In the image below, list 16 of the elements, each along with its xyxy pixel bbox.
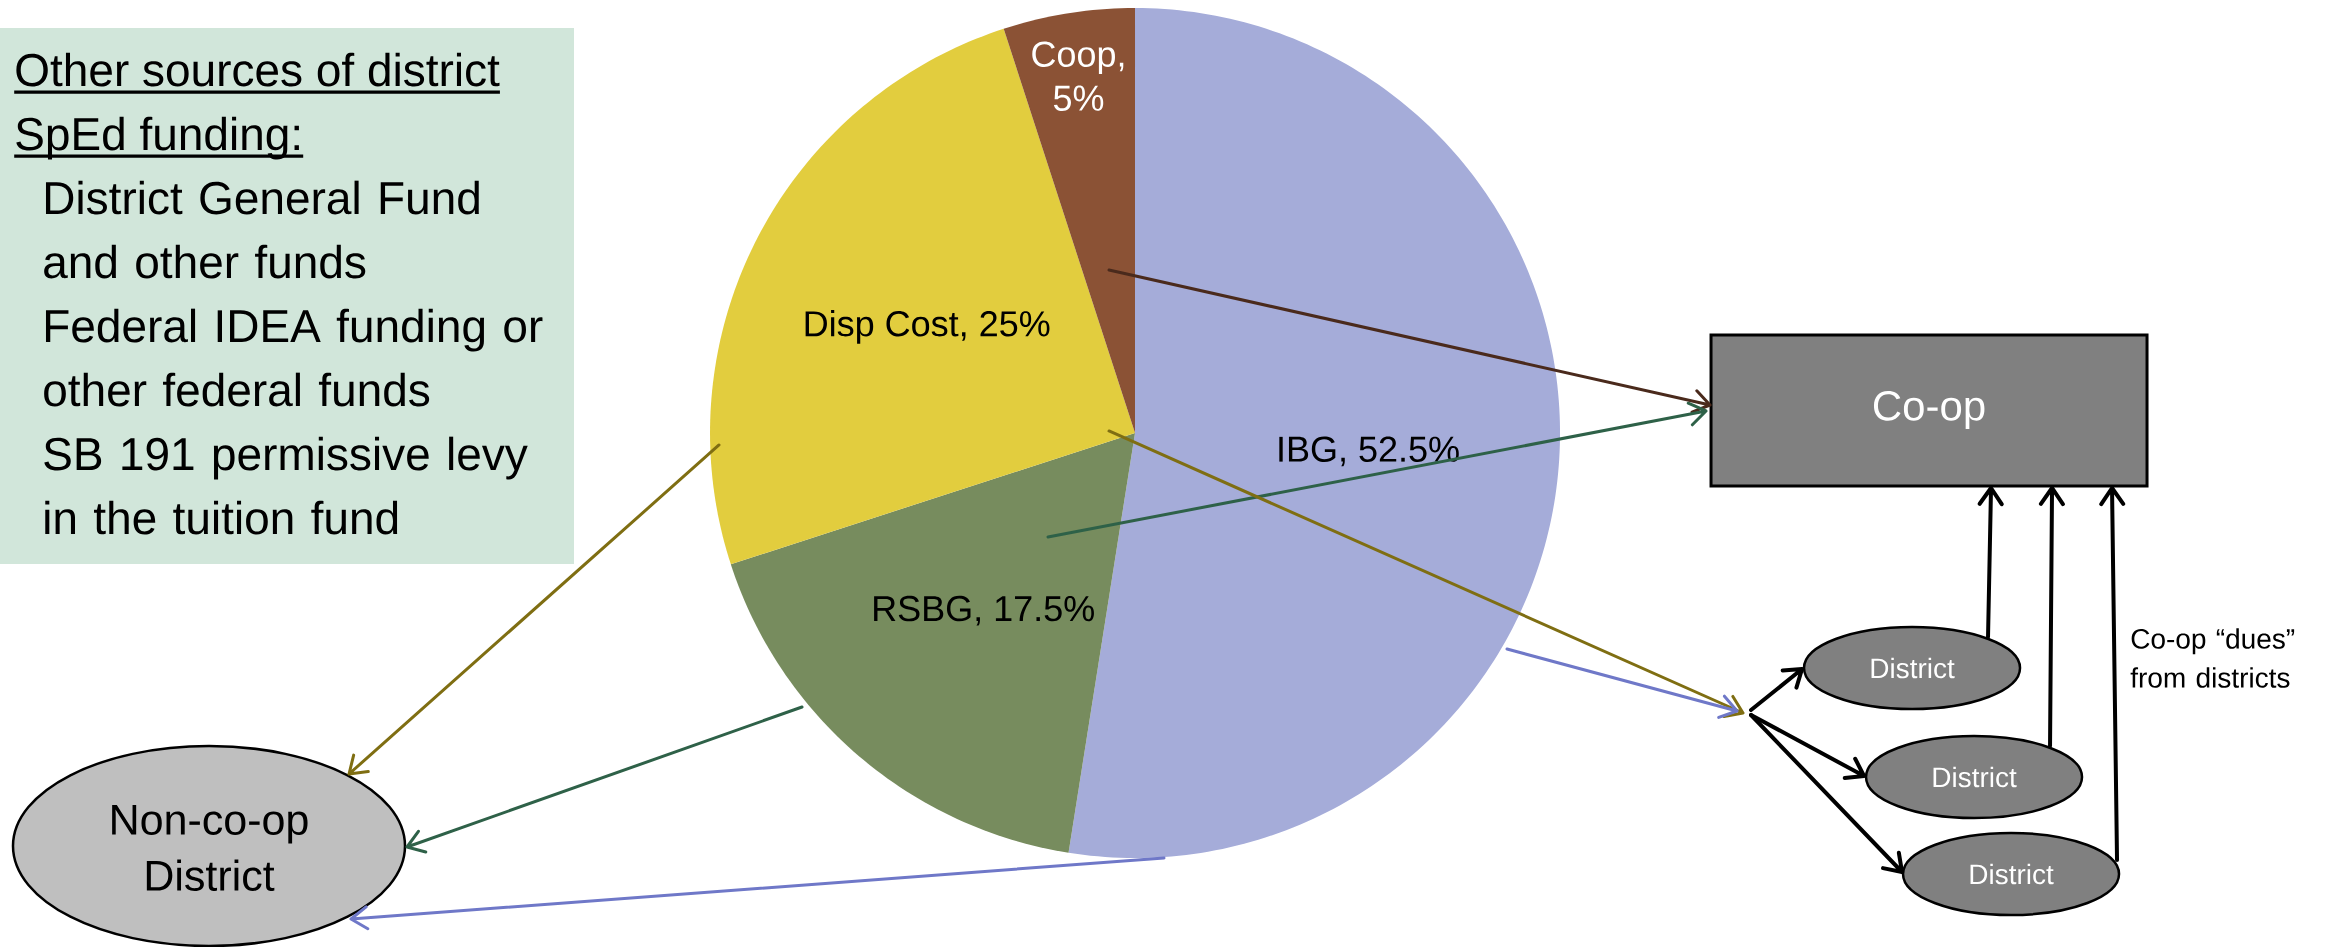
text: Non-co-op District — [112, 805, 308, 891]
text: SB 191 permissive levy in the tuition fund — [44, 436, 528, 535]
slice-label: Disp Cost — [805, 310, 959, 344]
data-label: , 17.5% — [976, 596, 1094, 626]
text: Federal IDEA funding or other federal funds — [44, 308, 543, 407]
text: District — [1970, 863, 2054, 885]
slice-label: IBG — [1279, 436, 1336, 462]
text: Other sources of district SpEd funding: — [16, 52, 500, 160]
slice-label: RSBG — [874, 595, 971, 622]
text: District General Fund and other funds — [44, 180, 479, 279]
text: District — [1933, 766, 2017, 788]
text: District — [1871, 657, 1955, 679]
data-label: , 52.5% — [1341, 436, 1459, 467]
text: Co-op — [1873, 390, 1985, 430]
data-label: , 25% — [961, 311, 1050, 341]
text: Co-op “dues” from districts — [2130, 628, 2295, 688]
